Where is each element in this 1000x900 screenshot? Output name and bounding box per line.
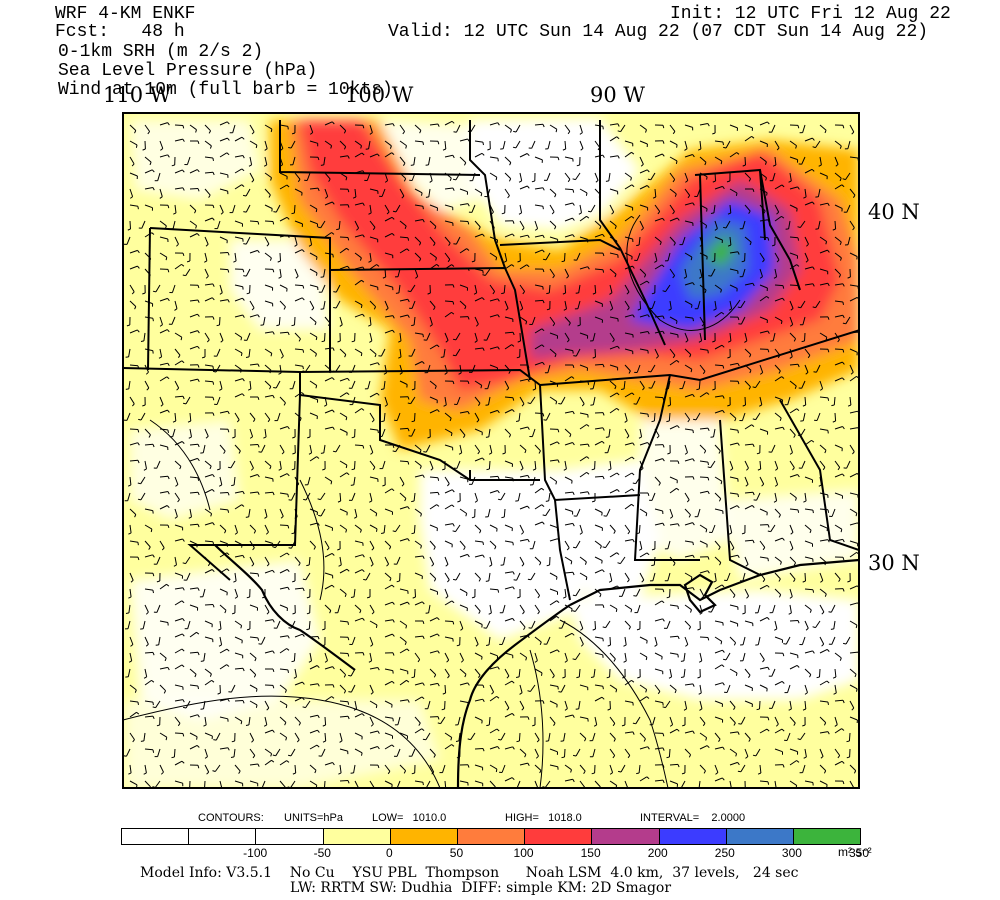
colorbar-tick-label: 200	[647, 846, 668, 860]
contours-low: LOW= 1010.0	[372, 812, 447, 824]
state-borders	[123, 120, 859, 601]
colorbar-swatch	[323, 829, 391, 844]
lon-label-110w: 110 W	[103, 83, 172, 107]
colorbar-swatch	[390, 829, 458, 844]
lat-label-30n: 30 N	[868, 551, 920, 575]
colorbar-swatch	[659, 829, 727, 844]
model-title: WRF 4-KM ENKF	[55, 4, 196, 24]
gulf-coastline	[214, 544, 859, 788]
colorbar-swatch	[592, 829, 660, 844]
physics-info: LW: RRTM SW: Dudhia DIFF: simple KM: 2D …	[290, 880, 672, 896]
lat-label-40n: 40 N	[868, 200, 920, 224]
model-info: Model Info: V3.5.1 No Cu YSU PBL Thompso…	[140, 865, 799, 881]
contours-units: UNITS=hPa	[284, 812, 343, 824]
map-frame	[122, 112, 860, 789]
colorbar-swatch	[189, 829, 257, 844]
colorbar-tick-label: 0	[386, 846, 393, 860]
contours-label: CONTOURS:	[198, 812, 264, 824]
field-srh-label: 0-1km SRH (m 2/s 2)	[58, 42, 264, 62]
lon-label-100w: 100 W	[345, 83, 414, 107]
colorbar-tick-label: -50	[313, 846, 331, 860]
colorbar-swatch	[525, 829, 593, 844]
contours-high: HIGH= 1018.0	[505, 812, 582, 824]
colorbar-swatch	[256, 829, 324, 844]
valid-time: Valid: 12 UTC Sun 14 Aug 22 (07 CDT Sun …	[388, 22, 929, 42]
colorbar-swatch	[457, 829, 526, 844]
colorbar-swatch	[122, 829, 190, 844]
colorbar-tick-label: -100	[243, 846, 268, 860]
lon-label-90w: 90 W	[590, 83, 645, 107]
colorbar-swatch	[793, 829, 861, 844]
srh-colorbar	[121, 828, 861, 845]
wind-barbs	[123, 120, 859, 788]
colorbar-swatch	[726, 829, 794, 844]
colorbar-tick-label: 150	[580, 846, 601, 860]
init-time: Init: 12 UTC Fri 12 Aug 22	[670, 4, 951, 24]
field-wind-label: Wind at 10m (full barb = 10kts)	[58, 80, 393, 100]
field-slp-label: Sea Level Pressure (hPa)	[58, 61, 318, 81]
forecast-hour: Fcst: 48 h	[55, 22, 185, 42]
colorbar-tick-label: 250	[714, 846, 735, 860]
colorbar-units: m² s⁻²	[838, 845, 872, 859]
colorbar-tick-label: 300	[781, 846, 802, 860]
colorbar-tick-label: 100	[513, 846, 534, 860]
contours-interval: INTERVAL= 2.0000	[640, 812, 746, 824]
isobars	[123, 214, 741, 788]
colorbar-tick-label: 50	[449, 846, 464, 860]
colorbar-tick-label: 350	[848, 846, 870, 860]
